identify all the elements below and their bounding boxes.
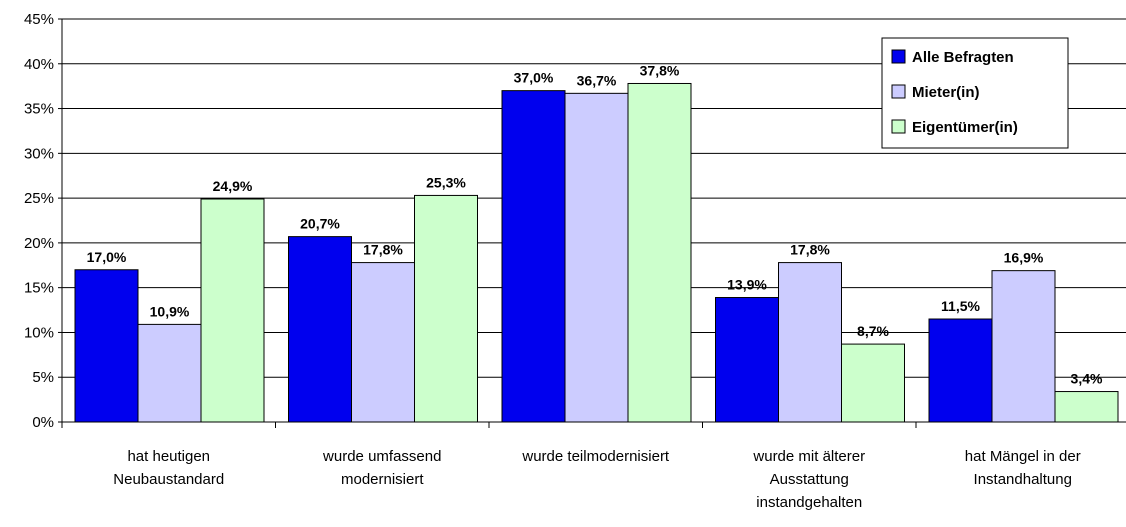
bar-2-4 xyxy=(778,262,842,423)
data-label: 17,8% xyxy=(363,242,403,258)
data-label: 37,0% xyxy=(514,70,554,86)
data-label: 17,0% xyxy=(87,249,127,265)
x-tick-label-line: Ausstattung xyxy=(770,471,849,488)
data-labels: 17,0% 10,9% 24,9% 20,7% 17,8% 25,3% 37,0% 36,7%… xyxy=(87,62,1103,386)
x-tick-label-line: hat Mängel in der xyxy=(965,448,1081,465)
x-tick-label-line: wurde teilmodernisiert xyxy=(521,448,670,465)
y-tick-label: 10% xyxy=(24,324,54,341)
x-axis: hat heutigen Neubaustandard wurde umfassen… xyxy=(61,421,1126,511)
y-tick-label: 35% xyxy=(24,101,54,118)
y-tick-label: 30% xyxy=(24,145,54,162)
y-tick-label: 0% xyxy=(32,414,54,431)
x-tick-label: wurde umfassend modernisiert xyxy=(322,448,441,488)
bar-1-5 xyxy=(928,318,993,423)
x-tick-label-line: Instandhaltung xyxy=(974,471,1072,488)
bar-1-4 xyxy=(715,297,779,423)
bar-3-3 xyxy=(627,82,692,423)
bar-3-2 xyxy=(414,194,478,423)
y-tick-label: 5% xyxy=(32,369,54,386)
y-tick-label: 45% xyxy=(24,11,54,28)
bar-2-3 xyxy=(564,92,629,423)
data-label: 8,7% xyxy=(857,323,889,339)
data-label: 24,9% xyxy=(213,178,253,194)
data-label: 10,9% xyxy=(150,303,190,319)
legend-label: Mieter(in) xyxy=(912,84,980,101)
x-tick-label-line: instandgehalten xyxy=(756,494,862,511)
x-tick-label-line: Neubaustandard xyxy=(113,471,224,488)
y-tick-label: 20% xyxy=(24,235,54,252)
y-tick-label: 40% xyxy=(24,56,54,73)
legend: Alle Befragten Mieter(in) Eigentümer(in) xyxy=(881,37,1069,149)
data-label: 37,8% xyxy=(640,62,680,78)
bar-1-3 xyxy=(501,90,566,423)
data-label: 16,9% xyxy=(1004,250,1044,266)
legend-label: Alle Befragten xyxy=(912,49,1014,66)
legend-box xyxy=(881,37,1069,149)
x-tick-label: wurde teilmodernisiert xyxy=(521,448,670,465)
bar-2-1 xyxy=(137,323,202,423)
y-tick-label: 25% xyxy=(24,190,54,207)
bar-3-4 xyxy=(841,343,905,423)
y-tick-label: 15% xyxy=(24,280,54,297)
legend-swatch xyxy=(891,119,906,134)
bars xyxy=(74,82,1119,423)
bar-2-2 xyxy=(351,262,415,423)
data-label: 20,7% xyxy=(300,216,340,232)
legend-label: Eigentümer(in) xyxy=(912,119,1018,136)
x-tick-label-line: modernisiert xyxy=(341,471,424,488)
x-tick-label-line: wurde mit älterer xyxy=(752,448,865,465)
x-tick-label-line: wurde umfassend xyxy=(322,448,441,465)
x-tick-label: hat Mängel in der Instandhaltung xyxy=(965,448,1081,488)
bar-2-5 xyxy=(991,270,1056,423)
legend-swatch xyxy=(891,49,906,64)
data-label: 3,4% xyxy=(1071,371,1103,387)
legend-swatch xyxy=(891,84,906,99)
data-label: 25,3% xyxy=(426,174,466,190)
x-tick-label: hat heutigen Neubaustandard xyxy=(113,448,224,488)
x-tick-label-line: hat heutigen xyxy=(127,448,210,465)
bar-3-1 xyxy=(200,198,265,423)
data-label: 36,7% xyxy=(577,72,617,88)
x-tick-label: wurde mit älterer Ausstattung instandgehal… xyxy=(752,448,865,511)
data-label: 13,9% xyxy=(727,277,767,293)
data-label: 17,8% xyxy=(790,242,830,258)
y-axis: 0% 5% 10% 15% 20% 25% 30% 35% 40% 45% xyxy=(24,11,63,431)
bar-3-5 xyxy=(1054,391,1119,423)
bar-1-2 xyxy=(288,236,352,423)
data-label: 11,5% xyxy=(941,298,980,314)
bar-1-1 xyxy=(74,269,139,423)
